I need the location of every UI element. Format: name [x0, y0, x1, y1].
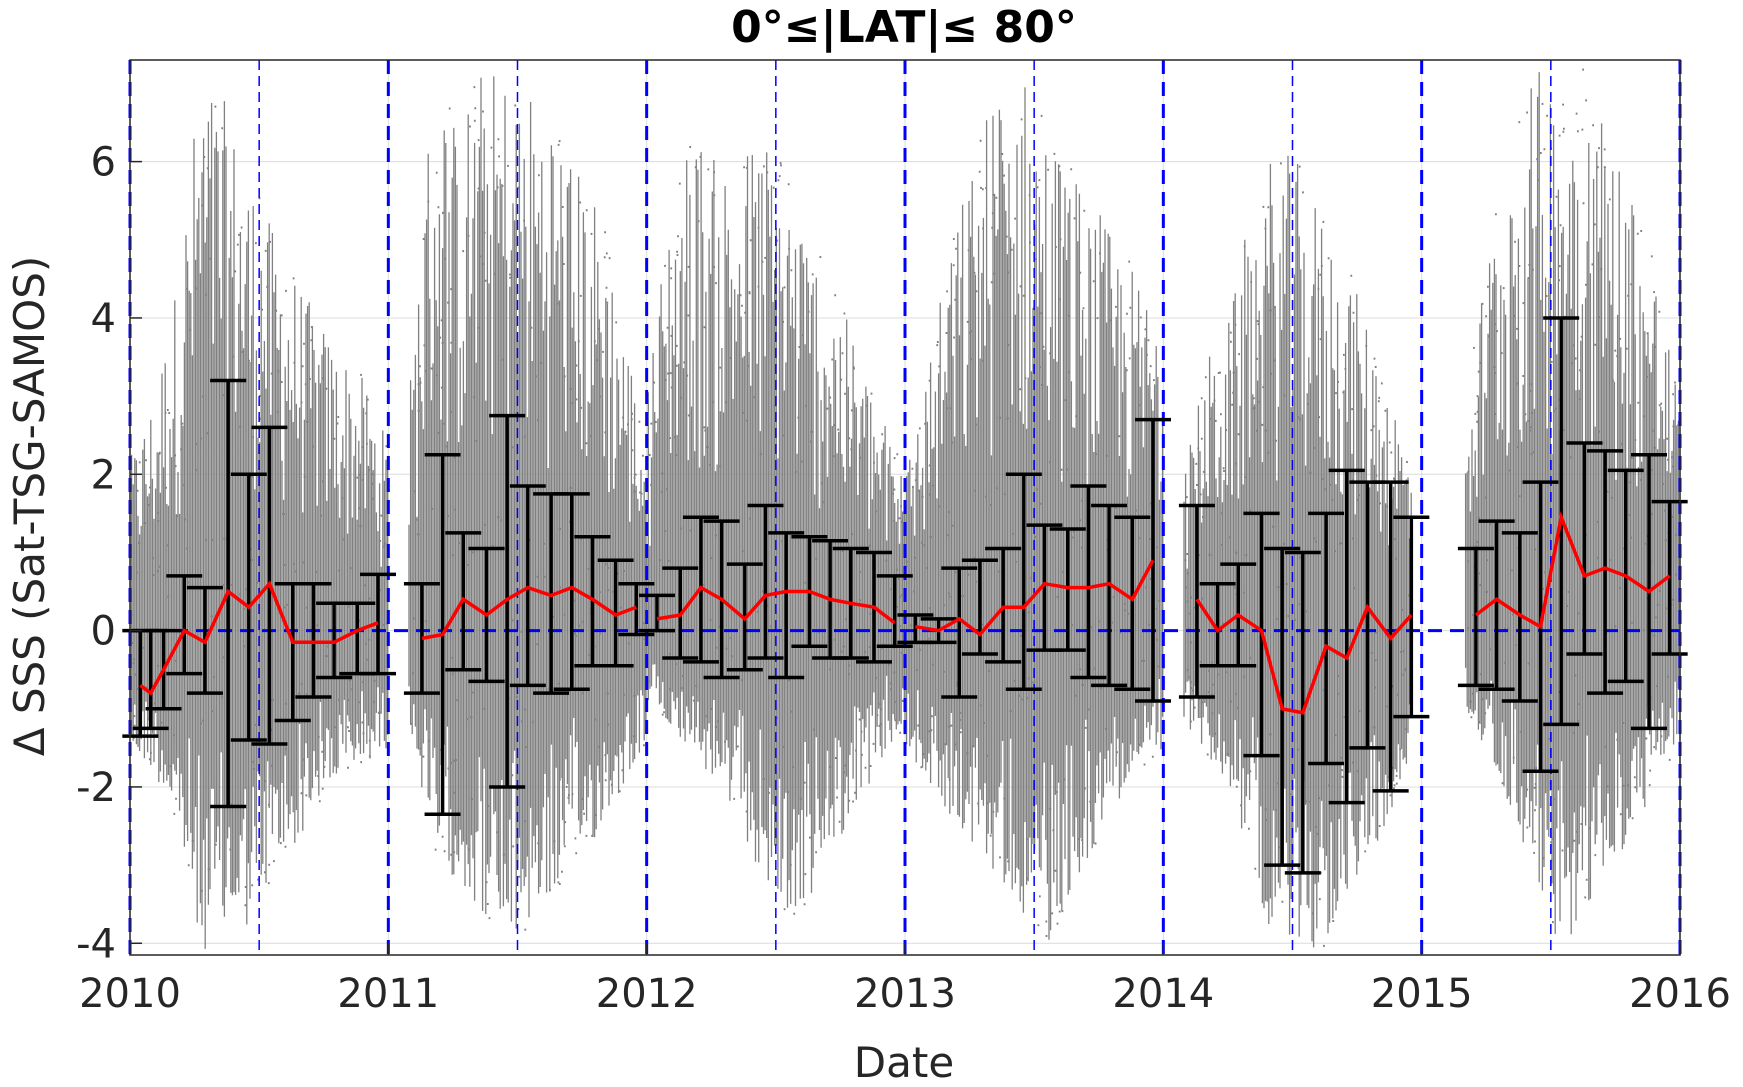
- error-bar: [1114, 515, 1151, 691]
- y-tick-label: 0: [91, 609, 116, 655]
- x-tick-label: 2013: [854, 971, 956, 1017]
- error-bar: [1049, 527, 1086, 652]
- error-bar: [876, 574, 913, 648]
- scatter-points: [1467, 68, 1680, 924]
- error-bar: [1308, 511, 1345, 766]
- y-tick-label: -4: [76, 921, 116, 967]
- error-bar: [1566, 441, 1603, 656]
- scatter-points: [410, 86, 649, 931]
- x-tick-label: 2012: [596, 971, 698, 1017]
- error-bar: [1328, 468, 1365, 805]
- mean-line: [139, 580, 379, 696]
- error-bar: [1091, 503, 1128, 688]
- y-tick-label: 4: [91, 296, 116, 342]
- axis-ticks: 2010 2011 2012 2013 2014 2015 2016 -4 -2 0 2 4 6: [76, 140, 1731, 1017]
- y-tick-label: -2: [76, 765, 116, 811]
- y-tick-label: 6: [91, 140, 116, 186]
- scatter-band: [130, 101, 389, 949]
- error-bar: [295, 581, 332, 699]
- x-tick-label: 2010: [79, 971, 181, 1017]
- y-tick-label: 2: [91, 452, 116, 498]
- x-axis-label: Date: [854, 1038, 954, 1087]
- mean-line: [656, 585, 896, 625]
- error-bar: [1070, 484, 1107, 680]
- x-tick-label: 2016: [1629, 971, 1731, 1017]
- error-bar: [553, 492, 590, 691]
- mean-line: [915, 559, 1155, 637]
- error-bar: [768, 531, 805, 680]
- mean-lines: [139, 511, 1671, 715]
- scatter-points: [130, 68, 1680, 949]
- mean-line: [421, 585, 637, 641]
- mean-line: [1474, 511, 1671, 630]
- error-bar: [509, 484, 546, 688]
- error-bar: [639, 593, 675, 633]
- chart-title: 0°≤|LAT|≤ 80°: [731, 2, 1077, 53]
- scatter-points: [905, 114, 1165, 937]
- error-bar: [1005, 472, 1042, 691]
- error-bar: [941, 566, 978, 699]
- error-bar: [1587, 449, 1624, 695]
- error-bar: [1457, 546, 1494, 688]
- error-bar: [166, 574, 203, 676]
- x-tick-label: 2015: [1371, 971, 1473, 1017]
- scatter-band: [1183, 155, 1412, 948]
- x-tick-label: 2011: [337, 971, 439, 1017]
- mean-line: [1195, 598, 1413, 715]
- error-bar: [961, 558, 998, 656]
- error-bar: [1135, 417, 1171, 703]
- y-axis-label: Δ SSS (Sat-TSG-SAMOS): [5, 256, 54, 757]
- error-bar: [747, 503, 784, 660]
- error-bar: [618, 581, 655, 637]
- error-bar: [985, 546, 1022, 664]
- x-tick-label: 2014: [1112, 971, 1214, 1017]
- error-bar: [1478, 519, 1515, 691]
